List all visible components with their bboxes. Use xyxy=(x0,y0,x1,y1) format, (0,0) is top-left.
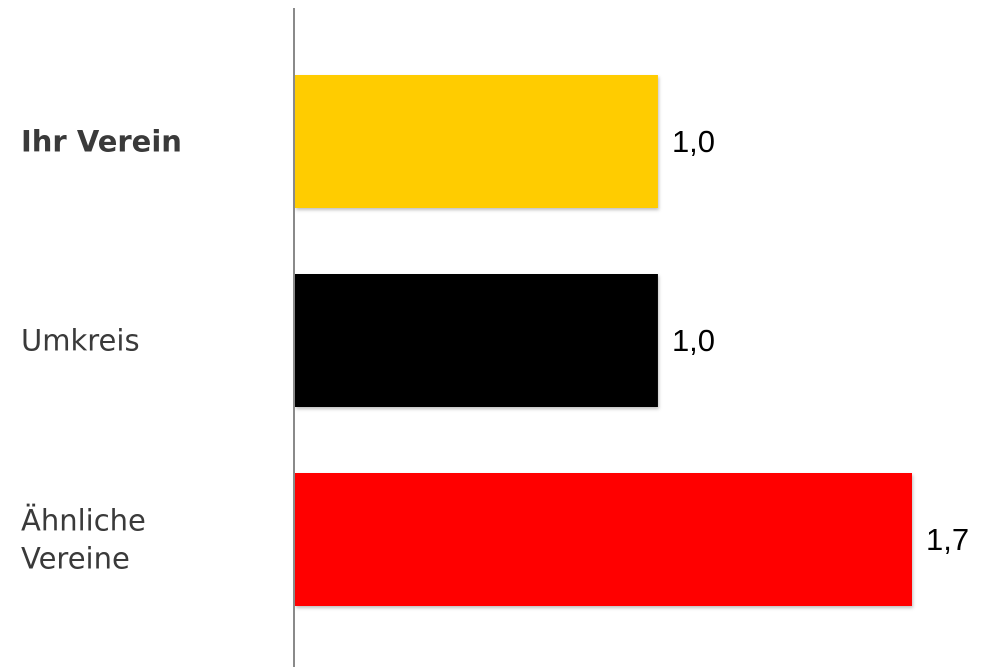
bars-group xyxy=(295,75,912,606)
bar-2 xyxy=(295,473,912,606)
category-label-0-line-0: Ihr Verein xyxy=(21,125,182,159)
bar-0 xyxy=(295,75,658,208)
category-label-2-line-1: Vereine xyxy=(21,542,130,576)
category-label-1-line-0: Umkreis xyxy=(21,324,140,358)
value-labels-group: 1,0 1,0 1,7 xyxy=(672,124,969,557)
category-label-2-line-0: Ähnliche xyxy=(21,504,146,538)
category-labels-group: Ihr Verein Umkreis Ähnliche Vereine xyxy=(21,125,182,576)
bar-1 xyxy=(295,274,658,407)
bar-value-label-1: 1,0 xyxy=(672,323,715,358)
bar-value-label-0: 1,0 xyxy=(672,124,715,159)
bar-value-label-2: 1,7 xyxy=(926,522,969,557)
